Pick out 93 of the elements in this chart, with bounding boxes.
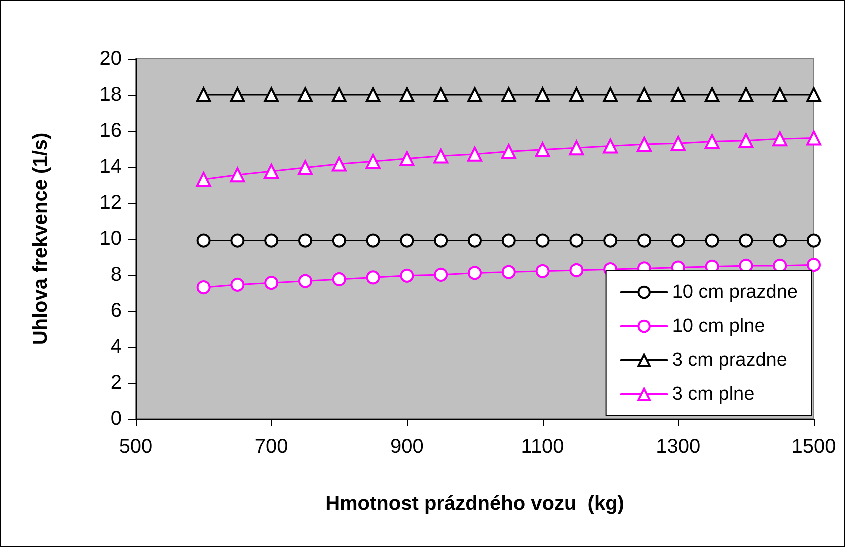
- y-tick-label: 0: [110, 408, 122, 430]
- point: [298, 234, 312, 248]
- point: [501, 144, 516, 160]
- point: [366, 88, 381, 102]
- point: [807, 234, 821, 248]
- point: [772, 88, 788, 102]
- point: [501, 88, 516, 102]
- point: [570, 234, 584, 248]
- point: [671, 234, 686, 248]
- point: [400, 268, 414, 283]
- legend-label: 10 cm prazdne: [672, 282, 798, 303]
- point: [638, 234, 652, 248]
- point: [196, 88, 212, 102]
- point: [502, 234, 516, 248]
- point: [705, 234, 720, 248]
- x-tick-label: 1300: [656, 436, 701, 458]
- point: [264, 234, 279, 248]
- point: [230, 88, 246, 102]
- point: [400, 234, 414, 248]
- point: [434, 88, 449, 102]
- y-tick-label: 10: [100, 228, 122, 250]
- point: [738, 88, 754, 102]
- point: [366, 234, 380, 248]
- y-tick-label: 6: [110, 300, 122, 322]
- point: [704, 134, 720, 150]
- point: [637, 88, 652, 102]
- point: [536, 264, 550, 278]
- legend-label: 10 cm plne: [672, 316, 766, 337]
- point: [670, 136, 686, 152]
- point: [230, 278, 245, 292]
- point: [468, 266, 482, 280]
- point: [738, 133, 754, 148]
- point: [332, 272, 346, 286]
- point: [739, 234, 754, 248]
- point: [773, 234, 788, 248]
- x-axis-title: Hmotnost prázdného vozu (kg): [326, 493, 624, 515]
- point: [196, 280, 211, 295]
- x-tick-label: 700: [254, 436, 288, 458]
- point: [604, 234, 618, 248]
- point: [670, 88, 686, 102]
- point: [535, 142, 550, 158]
- point: [502, 265, 516, 280]
- x-tick-label: 900: [390, 436, 424, 458]
- y-tick-label: 4: [110, 336, 122, 358]
- point: [366, 154, 381, 170]
- y-tick-label: 2: [110, 372, 122, 394]
- point: [332, 234, 346, 248]
- y-tick-label: 14: [100, 156, 122, 178]
- point: [264, 88, 280, 102]
- y-tick-label: 8: [110, 264, 122, 286]
- point: [772, 132, 788, 147]
- point: [230, 168, 246, 183]
- point: [400, 151, 415, 166]
- point: [468, 146, 482, 162]
- point: [603, 88, 618, 102]
- point: [298, 274, 312, 288]
- y-tick-label: 18: [100, 84, 122, 106]
- point: [704, 88, 720, 102]
- point: [807, 258, 821, 272]
- point: [196, 172, 212, 188]
- y-axis-title: Uhlova frekvence (1/s): [30, 132, 52, 346]
- point: [535, 88, 550, 102]
- y-tick-label: 20: [100, 48, 122, 70]
- point: [569, 88, 584, 102]
- point: [298, 160, 313, 176]
- y-tick-label: 12: [100, 192, 122, 214]
- point: [230, 234, 245, 248]
- point: [264, 276, 279, 290]
- point: [264, 164, 280, 179]
- point: [332, 156, 347, 172]
- point: [196, 234, 211, 248]
- point: [536, 234, 550, 248]
- legend-label: 3 cm prazdne: [672, 350, 788, 371]
- point: [569, 140, 584, 156]
- point: [468, 234, 482, 248]
- point: [434, 234, 448, 248]
- point: [806, 130, 822, 146]
- point: [603, 138, 618, 154]
- point: [637, 137, 652, 152]
- point: [332, 88, 347, 102]
- point: [570, 264, 584, 278]
- point: [366, 270, 380, 285]
- point: [298, 88, 313, 102]
- point: [434, 148, 449, 164]
- point: [806, 88, 822, 102]
- x-tick-label: 1100: [521, 436, 564, 458]
- point: [468, 88, 482, 102]
- point: [400, 88, 415, 102]
- point: [434, 268, 448, 282]
- y-tick-label: 16: [100, 120, 122, 142]
- legend-label: 3 cm plne: [672, 384, 755, 405]
- x-tick-label: 500: [119, 436, 153, 458]
- x-tick-label: 1500: [792, 436, 836, 458]
